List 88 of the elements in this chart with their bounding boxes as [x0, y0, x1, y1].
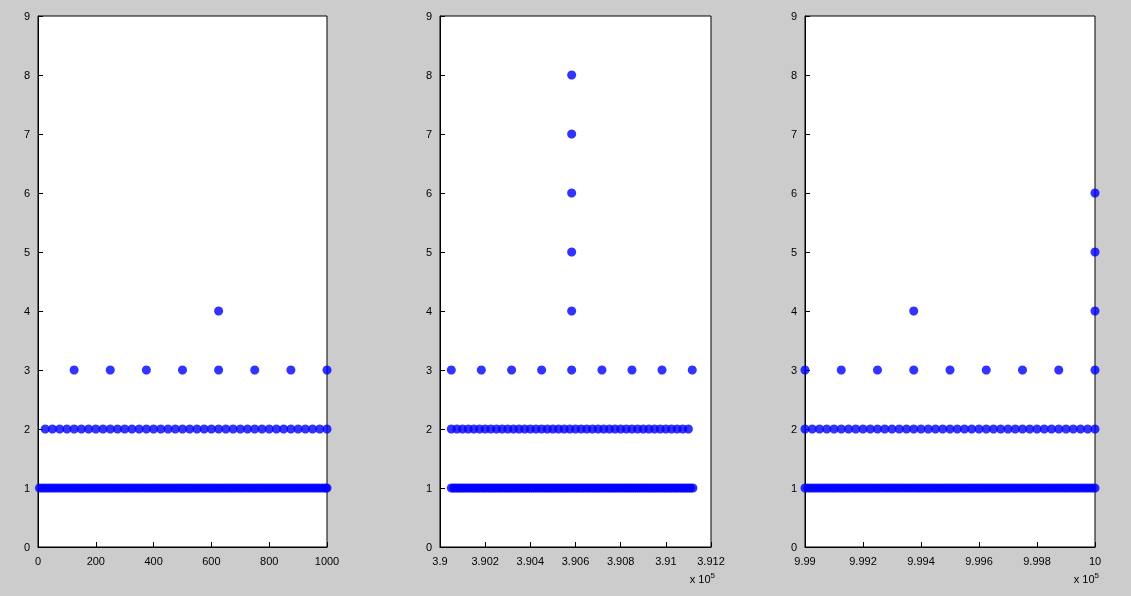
- point: [597, 365, 607, 375]
- y-tick-label: 6: [23, 187, 30, 199]
- point: [567, 188, 577, 198]
- point: [1090, 188, 1100, 198]
- x-tick-label: 400: [144, 554, 163, 567]
- x-tick-label: 10: [1088, 554, 1102, 567]
- y-tick-label: 7: [425, 128, 432, 140]
- y-tick-label: 7: [23, 128, 30, 140]
- point: [567, 365, 577, 375]
- x-tick-label: 9.992: [849, 554, 877, 567]
- point: [873, 365, 882, 375]
- y-tick-label: 3: [425, 364, 432, 376]
- y-tick-label: 4: [23, 305, 30, 317]
- y-tick-label: 2: [23, 423, 30, 435]
- y-tick-label: 3: [790, 364, 797, 376]
- point: [627, 365, 637, 375]
- point: [909, 365, 919, 375]
- point: [286, 365, 296, 375]
- y-tick-label: 3: [23, 364, 30, 376]
- point: [567, 306, 577, 316]
- point: [214, 306, 224, 316]
- point: [141, 365, 151, 375]
- point: [1018, 365, 1027, 375]
- x-tick-label: 800: [260, 554, 279, 567]
- x-tick-label: 9.998: [1023, 554, 1051, 567]
- y-tick-label: 1: [425, 482, 432, 494]
- point: [446, 365, 456, 375]
- x-tick-label: 3.908: [606, 554, 635, 567]
- x-tick-label: 9.994: [907, 554, 935, 567]
- point: [476, 365, 486, 375]
- point: [836, 365, 846, 375]
- x-tick-label: 200: [86, 554, 105, 567]
- x-tick-label: 600: [202, 554, 221, 567]
- point: [178, 365, 187, 375]
- y-tick-label: 0: [23, 541, 30, 553]
- point: [687, 365, 697, 375]
- point: [1090, 424, 1100, 434]
- y-tick-label: 9: [790, 10, 797, 22]
- y-tick-label: 8: [23, 69, 30, 81]
- y-tick-label: 4: [425, 305, 432, 317]
- point: [507, 365, 517, 375]
- y-tick-label: 7: [790, 128, 797, 140]
- y-tick-label: 5: [23, 246, 30, 258]
- point: [800, 365, 810, 375]
- point: [250, 365, 260, 375]
- y-tick-label: 9: [425, 10, 432, 22]
- x-tick-label: 3.9: [432, 554, 448, 567]
- point: [567, 247, 577, 257]
- x-tick-label: 1000: [314, 554, 340, 567]
- point: [105, 365, 115, 375]
- y-tick-label: 8: [790, 69, 797, 81]
- point: [322, 365, 332, 375]
- y-tick-label: 5: [790, 246, 797, 258]
- x-tick-label: 3.904: [516, 554, 545, 567]
- point: [657, 365, 667, 375]
- point: [683, 424, 693, 434]
- point: [567, 129, 577, 139]
- y-tick-label: 2: [790, 423, 797, 435]
- x-tick-label: 3.912: [697, 554, 725, 567]
- y-tick-label: 1: [790, 482, 797, 494]
- y-tick-label: 1: [23, 482, 30, 494]
- point: [1054, 365, 1064, 375]
- x-tick-label: 9.99: [794, 554, 816, 567]
- point: [322, 424, 332, 434]
- point: [1090, 306, 1100, 316]
- point: [981, 365, 991, 375]
- y-tick-label: 5: [425, 246, 432, 258]
- y-tick-label: 0: [425, 541, 432, 553]
- point: [909, 306, 919, 316]
- x-tick-label: 9.996: [965, 554, 993, 567]
- y-tick-label: 6: [425, 187, 432, 199]
- point: [567, 70, 577, 80]
- y-tick-label: 9: [23, 10, 30, 22]
- x-tick-label: 3.906: [561, 554, 590, 567]
- x-tick-label: 3.91: [655, 554, 677, 567]
- point: [537, 365, 547, 375]
- y-tick-label: 4: [790, 305, 797, 317]
- y-tick-label: 8: [425, 69, 432, 81]
- x-tick-label: 0: [34, 554, 42, 567]
- point: [69, 365, 79, 375]
- point: [1090, 365, 1100, 375]
- point: [1090, 247, 1100, 257]
- y-tick-label: 6: [790, 187, 797, 199]
- point: [214, 365, 224, 375]
- point: [945, 365, 955, 375]
- y-tick-label: 0: [790, 541, 797, 553]
- x-tick-label: 3.902: [471, 554, 499, 567]
- y-tick-label: 2: [425, 423, 432, 435]
